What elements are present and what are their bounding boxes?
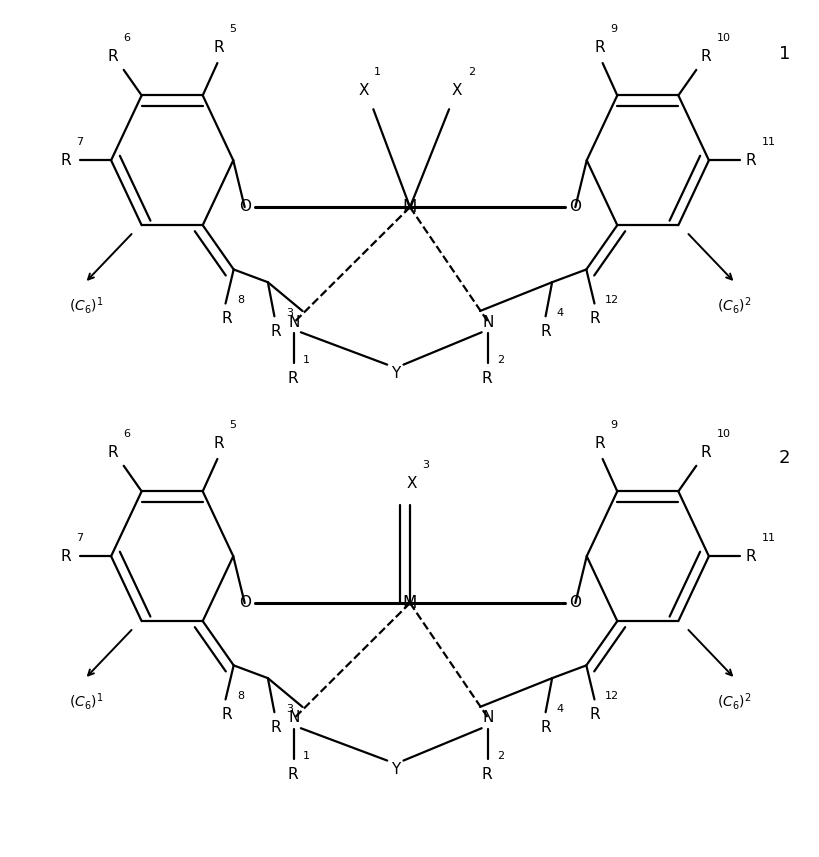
Text: R: R bbox=[214, 40, 224, 55]
Text: O: O bbox=[568, 595, 581, 609]
Text: 12: 12 bbox=[604, 691, 618, 701]
Text: 8: 8 bbox=[238, 295, 245, 305]
Text: 3: 3 bbox=[422, 460, 428, 470]
Text: R: R bbox=[270, 324, 281, 339]
Text: 5: 5 bbox=[229, 24, 237, 34]
Text: 1: 1 bbox=[303, 355, 310, 364]
Text: 4: 4 bbox=[555, 704, 563, 714]
Text: Y: Y bbox=[390, 762, 400, 776]
Text: 9: 9 bbox=[609, 420, 617, 430]
Text: 2: 2 bbox=[496, 355, 504, 364]
Text: X: X bbox=[451, 83, 462, 98]
Text: M: M bbox=[402, 198, 417, 216]
Text: X: X bbox=[406, 476, 416, 491]
Text: 5: 5 bbox=[229, 420, 237, 430]
Text: R: R bbox=[588, 707, 599, 722]
Text: $(C_6)^1$: $(C_6)^1$ bbox=[69, 295, 103, 315]
Text: R: R bbox=[106, 445, 117, 459]
Text: 1: 1 bbox=[778, 45, 790, 63]
Text: R: R bbox=[270, 720, 281, 735]
Text: R: R bbox=[700, 49, 711, 63]
Text: 10: 10 bbox=[716, 33, 730, 43]
Text: $(C_6)^2$: $(C_6)^2$ bbox=[716, 295, 750, 315]
Text: $(C_6)^2$: $(C_6)^2$ bbox=[716, 691, 750, 711]
Text: R: R bbox=[287, 767, 297, 782]
Text: 7: 7 bbox=[76, 136, 83, 147]
Text: R: R bbox=[214, 436, 224, 451]
Text: R: R bbox=[593, 436, 604, 451]
Text: Y: Y bbox=[390, 366, 400, 381]
Text: 2: 2 bbox=[496, 751, 504, 760]
Text: R: R bbox=[106, 49, 117, 63]
Text: $(C_6)^1$: $(C_6)^1$ bbox=[69, 691, 103, 711]
Text: R: R bbox=[222, 707, 232, 722]
Text: O: O bbox=[238, 595, 251, 609]
Text: M: M bbox=[402, 594, 417, 612]
Text: 8: 8 bbox=[238, 691, 245, 701]
Text: N: N bbox=[482, 710, 493, 726]
Text: 3: 3 bbox=[287, 308, 293, 318]
Text: O: O bbox=[238, 199, 251, 213]
Text: 7: 7 bbox=[76, 532, 83, 542]
Text: X: X bbox=[358, 83, 369, 98]
Text: 2: 2 bbox=[778, 449, 790, 467]
Text: R: R bbox=[540, 720, 550, 735]
Text: 6: 6 bbox=[123, 428, 129, 439]
Text: R: R bbox=[481, 767, 491, 782]
Text: 4: 4 bbox=[555, 308, 563, 318]
Text: N: N bbox=[288, 315, 300, 330]
Text: R: R bbox=[287, 371, 297, 386]
Text: R: R bbox=[588, 311, 599, 327]
Text: 2: 2 bbox=[468, 67, 474, 77]
Text: R: R bbox=[60, 153, 70, 168]
Text: 1: 1 bbox=[373, 67, 381, 77]
Text: 10: 10 bbox=[716, 428, 730, 439]
Text: 11: 11 bbox=[761, 136, 775, 147]
Text: 3: 3 bbox=[287, 704, 293, 714]
Text: N: N bbox=[288, 710, 300, 726]
Text: R: R bbox=[700, 445, 711, 459]
Text: R: R bbox=[540, 324, 550, 339]
Text: R: R bbox=[745, 153, 756, 168]
Text: R: R bbox=[593, 40, 604, 55]
Text: O: O bbox=[568, 199, 581, 213]
Text: 6: 6 bbox=[123, 33, 129, 43]
Text: R: R bbox=[481, 371, 491, 386]
Text: N: N bbox=[482, 315, 493, 330]
Text: 1: 1 bbox=[303, 751, 310, 760]
Text: 9: 9 bbox=[609, 24, 617, 34]
Text: R: R bbox=[745, 548, 756, 564]
Text: R: R bbox=[222, 311, 232, 327]
Text: 12: 12 bbox=[604, 295, 618, 305]
Text: 11: 11 bbox=[761, 532, 775, 542]
Text: R: R bbox=[60, 548, 70, 564]
